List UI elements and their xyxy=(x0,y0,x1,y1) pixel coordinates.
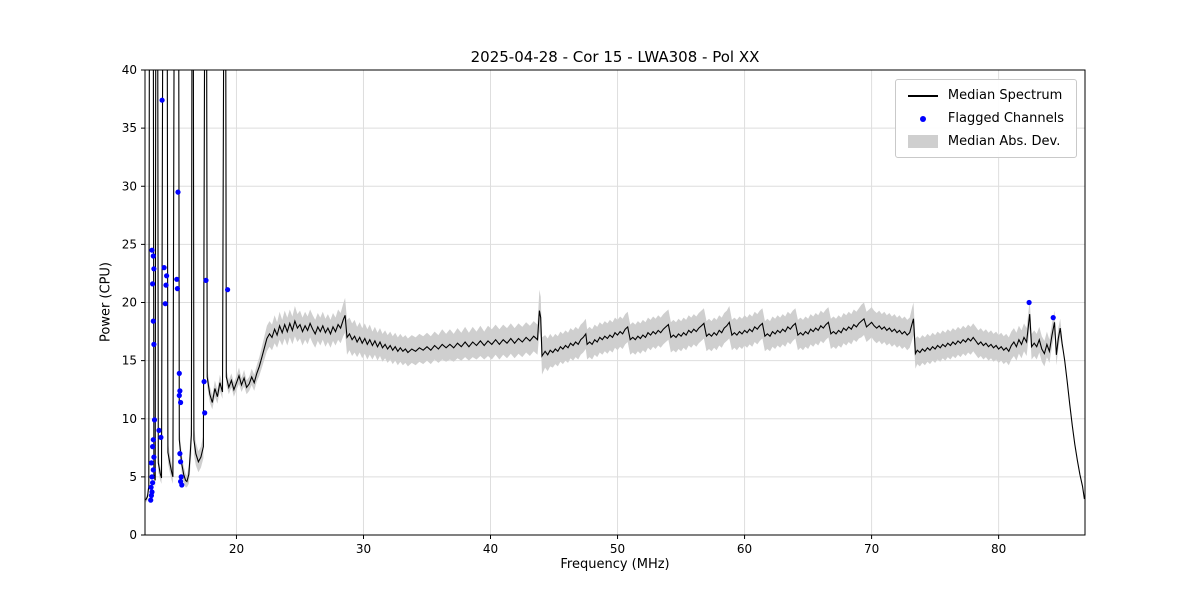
y-axis-label: Power (CPU) xyxy=(98,261,114,343)
flagged-channel-point xyxy=(203,277,209,283)
flagged-channel-point xyxy=(151,266,157,272)
legend: Median Spectrum Flagged Channels Median … xyxy=(894,79,1077,158)
x-tick-label: 50 xyxy=(610,542,625,556)
flagged-channel-point xyxy=(162,301,168,307)
y-tick-label: 15 xyxy=(122,354,137,368)
flagged-channel-point xyxy=(163,282,169,288)
legend-label: Median Abs. Dev. xyxy=(947,134,1061,149)
flagged-channel-point xyxy=(178,399,184,406)
mad-band-swatch-icon xyxy=(907,135,938,149)
flagged-channel-point xyxy=(149,489,155,495)
legend-entry-mad-band: Median Abs. Dev. xyxy=(907,134,1064,149)
flagged-channel-point xyxy=(201,379,207,385)
y-tick-label: 5 xyxy=(129,470,137,484)
mad-band xyxy=(145,481,149,503)
flagged-channel-point xyxy=(164,273,170,279)
y-tick-label: 30 xyxy=(122,179,137,193)
x-axis-label: Frequency (MHz) xyxy=(560,557,670,572)
y-tick-label: 20 xyxy=(122,296,137,310)
flagged-channel-point xyxy=(150,480,156,486)
flagged-channel-point xyxy=(149,247,155,253)
flagged-channel-point xyxy=(174,276,180,282)
median-spectrum-line xyxy=(145,70,1085,501)
median-line-swatch-icon xyxy=(907,89,938,103)
flagged-channel-point xyxy=(177,451,183,457)
y-tick-label: 0 xyxy=(129,528,137,542)
x-tick-label: 60 xyxy=(737,542,752,556)
flagged-channel-point xyxy=(202,410,208,416)
y-tick-label: 25 xyxy=(122,237,137,251)
flagged-channel-point xyxy=(178,474,184,480)
flagged-channel-point xyxy=(150,318,156,324)
flagged-channel-point xyxy=(1050,315,1056,321)
flagged-channel-point xyxy=(175,189,181,195)
x-tick-label: 80 xyxy=(991,542,1006,556)
legend-entry-flagged-channels: Flagged Channels xyxy=(908,111,1064,126)
flagged-channel-point xyxy=(150,281,156,287)
flagged-channel-point xyxy=(159,97,165,103)
y-tick-label: 35 xyxy=(122,121,137,135)
y-tick-label: 10 xyxy=(122,412,137,426)
y-tick-label: 40 xyxy=(122,63,137,77)
flagged-channel-point xyxy=(179,482,185,488)
flagged-channel-point xyxy=(176,392,182,399)
flagged-channel-point xyxy=(161,265,167,271)
flagged-dot-swatch-icon xyxy=(908,112,938,126)
legend-label: Flagged Channels xyxy=(947,111,1064,126)
flagged-channel-point xyxy=(148,484,154,490)
flagged-channel-point xyxy=(177,388,183,394)
flagged-channel-point xyxy=(1026,299,1032,306)
flagged-channel-point xyxy=(178,459,184,465)
flagged-channel-point xyxy=(149,474,155,480)
x-tick-label: 30 xyxy=(356,542,371,556)
flagged-channel-point xyxy=(150,437,156,443)
flagged-channel-point xyxy=(148,460,154,466)
mad-band xyxy=(226,289,1063,397)
flagged-channel-point xyxy=(174,286,180,292)
legend-entry-median-spectrum: Median Spectrum xyxy=(907,88,1064,103)
x-tick-label: 40 xyxy=(483,542,498,556)
flagged-channel-point xyxy=(150,253,156,259)
flagged-channel-point xyxy=(176,370,182,376)
flagged-channel-point xyxy=(151,417,158,423)
x-tick-label: 20 xyxy=(229,542,244,556)
chart-title: 2025-04-28 - Cor 15 - LWA308 - Pol XX xyxy=(470,48,760,66)
flagged-channel-point xyxy=(156,427,162,433)
x-tick-label: 70 xyxy=(864,542,879,556)
legend-label: Median Spectrum xyxy=(947,88,1063,103)
flagged-channel-point xyxy=(151,454,157,460)
flagged-channel-point xyxy=(148,497,154,503)
flagged-channel-point xyxy=(151,341,157,347)
flagged-channel-point xyxy=(158,434,164,440)
flagged-channel-point xyxy=(150,444,156,450)
mad-band xyxy=(167,442,173,484)
flagged-channel-point xyxy=(150,467,156,473)
mad-band xyxy=(193,424,204,473)
flagged-channel-point xyxy=(225,287,231,293)
